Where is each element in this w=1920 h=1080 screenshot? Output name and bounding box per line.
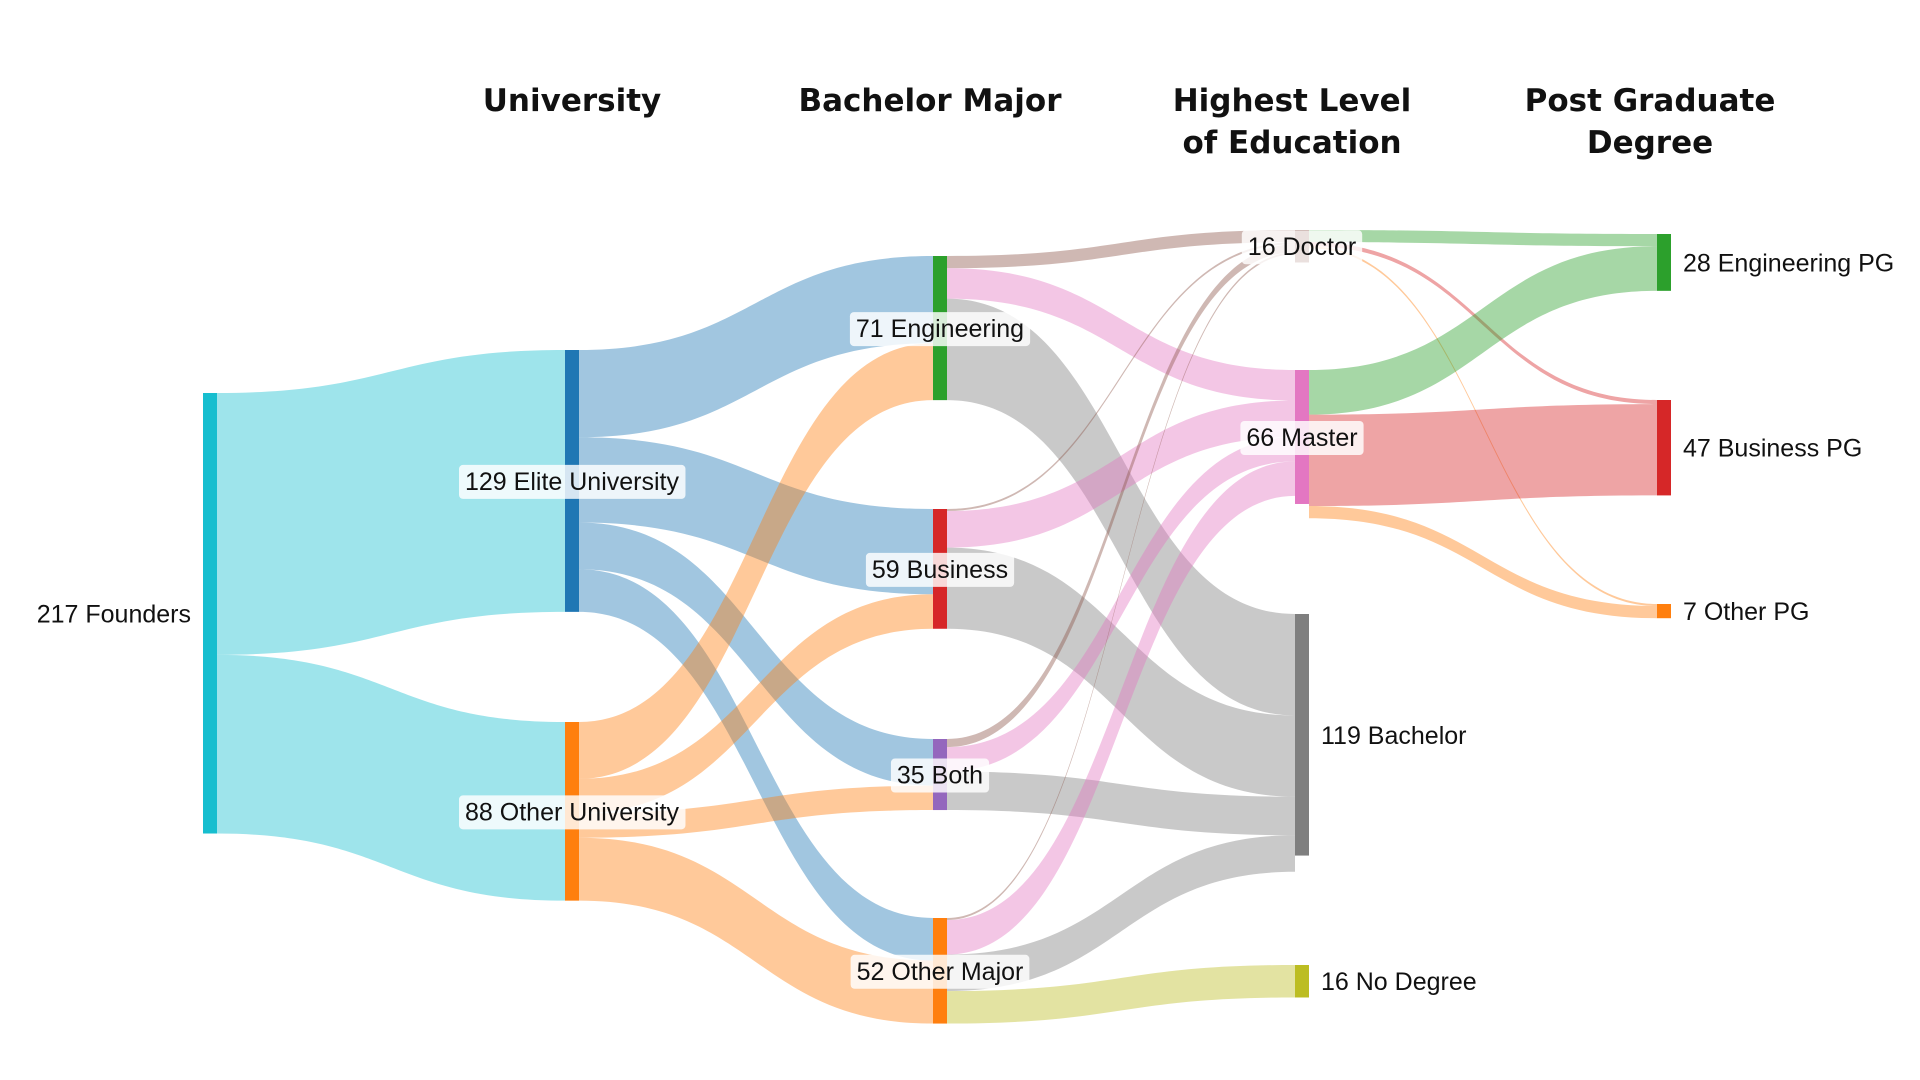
flow-link-other_major-to-doctor[interactable] xyxy=(947,252,1295,921)
flow-link-master-to-other_pg[interactable] xyxy=(1309,506,1657,619)
column-header-university: University xyxy=(402,80,742,122)
node-label-bus_pg: 47 Business PG xyxy=(1683,435,1862,463)
flow-link-other_uni-to-business[interactable] xyxy=(579,594,933,814)
column-header-line: of Education xyxy=(1182,125,1402,161)
node-label-background xyxy=(459,464,686,499)
node-label-background xyxy=(849,312,1031,347)
column-header-line: Bachelor Major xyxy=(798,83,1062,119)
node-label-engineering: 71 Engineering xyxy=(856,315,1024,343)
node-label-group-bachelor: 119 Bachelor xyxy=(1321,722,1466,750)
labels-layer: 217 Founders 129 Elite University 88 Other… xyxy=(37,230,1894,996)
node-label-group-other_major: 52 Other Major xyxy=(850,954,1030,989)
flow-link-both-to-bachelor[interactable] xyxy=(947,771,1295,836)
column-header-post-graduate-degree: Post Graduate Degree xyxy=(1480,80,1820,164)
node-label-eng_pg: 28 Engineering PG xyxy=(1683,249,1894,277)
flow-link-engineering-to-master[interactable] xyxy=(947,268,1295,401)
flow-link-doctor-to-eng_pg[interactable] xyxy=(1309,230,1657,247)
flow-link-business-to-master[interactable] xyxy=(947,400,1295,548)
flow-link-business-to-doctor[interactable] xyxy=(947,242,1295,512)
node-label-elite: 129 Elite University xyxy=(465,468,679,496)
flow-link-both-to-master[interactable] xyxy=(947,436,1295,772)
node-label-group-both: 35 Both xyxy=(890,758,990,793)
node-bar-eng_pg[interactable] xyxy=(1657,234,1671,291)
flow-link-other_major-to-master[interactable] xyxy=(947,461,1295,955)
flow-link-business-to-bachelor[interactable] xyxy=(947,547,1295,797)
node-label-background xyxy=(850,954,1030,989)
node-label-background xyxy=(890,758,990,793)
flow-link-founders-to-elite[interactable] xyxy=(217,350,565,655)
column-header-highest-education: Highest Level of Education xyxy=(1122,80,1462,164)
flow-link-doctor-to-bus_pg[interactable] xyxy=(1309,242,1657,405)
node-label-background xyxy=(459,795,686,830)
node-label-group-business: 59 Business xyxy=(865,552,1015,587)
column-header-line: Degree xyxy=(1586,125,1714,161)
node-bar-bus_pg[interactable] xyxy=(1657,400,1671,496)
node-label-other_pg: 7 Other PG xyxy=(1683,598,1809,626)
node-label-no_degree: 16 No Degree xyxy=(1321,968,1477,996)
node-label-group-founders: 217 Founders xyxy=(37,600,191,628)
flow-link-engineering-to-doctor[interactable] xyxy=(947,230,1295,269)
flow-link-master-to-bus_pg[interactable] xyxy=(1309,404,1657,507)
flow-link-other_uni-to-other_major[interactable] xyxy=(579,837,933,1024)
node-label-master: 66 Master xyxy=(1246,424,1357,452)
flow-link-elite-to-engineering[interactable] xyxy=(579,256,933,438)
column-header-line: University xyxy=(482,83,662,119)
node-label-group-eng_pg: 28 Engineering PG xyxy=(1683,249,1894,277)
node-bar-founders[interactable] xyxy=(203,393,217,834)
flow-link-founders-to-other_uni[interactable] xyxy=(217,654,565,901)
node-label-other_uni: 88 Other University xyxy=(465,798,679,826)
node-bar-no_degree[interactable] xyxy=(1295,965,1309,998)
node-label-doctor: 16 Doctor xyxy=(1248,233,1356,261)
node-label-other_major: 52 Other Major xyxy=(857,958,1024,986)
node-label-group-other_uni: 88 Other University xyxy=(459,795,686,830)
flow-link-master-to-eng_pg[interactable] xyxy=(1309,246,1657,415)
node-label-founders: 217 Founders xyxy=(37,600,191,628)
node-label-group-doctor: 16 Doctor xyxy=(1241,230,1363,265)
node-label-group-elite: 129 Elite University xyxy=(459,464,686,499)
node-label-group-master: 66 Master xyxy=(1240,420,1364,455)
node-label-group-no_degree: 16 No Degree xyxy=(1321,968,1477,996)
node-label-background xyxy=(1240,420,1364,455)
column-header-line: Highest Level xyxy=(1172,83,1412,119)
node-label-group-other_pg: 7 Other PG xyxy=(1683,598,1809,626)
flow-link-other_major-to-no_degree[interactable] xyxy=(947,965,1295,1024)
node-label-background xyxy=(1241,230,1363,265)
node-label-bachelor: 119 Bachelor xyxy=(1321,722,1466,750)
node-bar-other_pg[interactable] xyxy=(1657,604,1671,619)
flow-link-engineering-to-bachelor[interactable] xyxy=(947,298,1295,716)
node-label-business: 59 Business xyxy=(872,556,1008,584)
node-label-both: 35 Both xyxy=(897,762,983,790)
node-label-background xyxy=(865,552,1015,587)
flow-link-other_uni-to-engineering[interactable] xyxy=(579,343,933,779)
column-header-line: Post Graduate xyxy=(1524,83,1776,119)
node-bar-bachelor[interactable] xyxy=(1295,614,1309,856)
column-header-bachelor-major: Bachelor Major xyxy=(760,80,1100,122)
flow-link-both-to-doctor[interactable] xyxy=(947,244,1295,748)
flow-link-other_major-to-bachelor[interactable] xyxy=(947,835,1295,992)
node-label-group-bus_pg: 47 Business PG xyxy=(1683,435,1862,463)
flow-link-elite-to-both[interactable] xyxy=(579,522,933,786)
flow-link-elite-to-other_major[interactable] xyxy=(579,569,933,961)
node-label-group-engineering: 71 Engineering xyxy=(849,312,1031,347)
flow-link-doctor-to-other_pg[interactable] xyxy=(1309,246,1657,607)
